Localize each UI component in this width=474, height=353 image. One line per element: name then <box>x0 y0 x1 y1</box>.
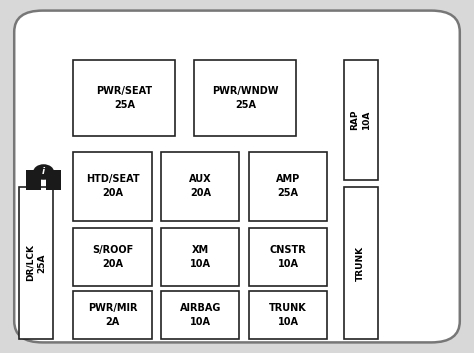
Bar <box>73 228 152 286</box>
Text: PWR/WNDW
25A: PWR/WNDW 25A <box>212 86 279 110</box>
Text: DR/LCK
25A: DR/LCK 25A <box>26 245 46 281</box>
Text: PWR/MIR
2A: PWR/MIR 2A <box>88 303 137 327</box>
Text: RAP
10A: RAP 10A <box>350 110 371 130</box>
Text: CNSTR
10A: CNSTR 10A <box>270 245 306 269</box>
Text: S/ROOF
20A: S/ROOF 20A <box>92 245 133 269</box>
FancyBboxPatch shape <box>14 11 460 342</box>
Bar <box>194 60 296 136</box>
Text: PWR/SEAT
25A: PWR/SEAT 25A <box>96 86 153 110</box>
Text: XM
10A: XM 10A <box>190 245 211 269</box>
Text: AUX
20A: AUX 20A <box>189 174 211 198</box>
Bar <box>161 291 239 339</box>
Text: HTD/SEAT
20A: HTD/SEAT 20A <box>86 174 139 198</box>
Bar <box>161 152 239 221</box>
Bar <box>249 291 327 339</box>
Bar <box>249 228 327 286</box>
Bar <box>161 228 239 286</box>
Bar <box>46 170 62 190</box>
Bar <box>26 170 41 190</box>
Text: AMP
25A: AMP 25A <box>276 174 300 198</box>
Bar <box>73 291 152 339</box>
Bar <box>73 60 175 136</box>
Bar <box>344 60 378 180</box>
Bar <box>344 187 378 339</box>
Text: TRUNK
10A: TRUNK 10A <box>269 303 307 327</box>
Text: i: i <box>42 168 45 176</box>
Text: TRUNK: TRUNK <box>356 245 365 281</box>
Bar <box>73 152 152 221</box>
Text: AIRBAG
10A: AIRBAG 10A <box>180 303 221 327</box>
Bar <box>19 187 53 339</box>
Bar <box>249 152 327 221</box>
Circle shape <box>33 164 54 180</box>
